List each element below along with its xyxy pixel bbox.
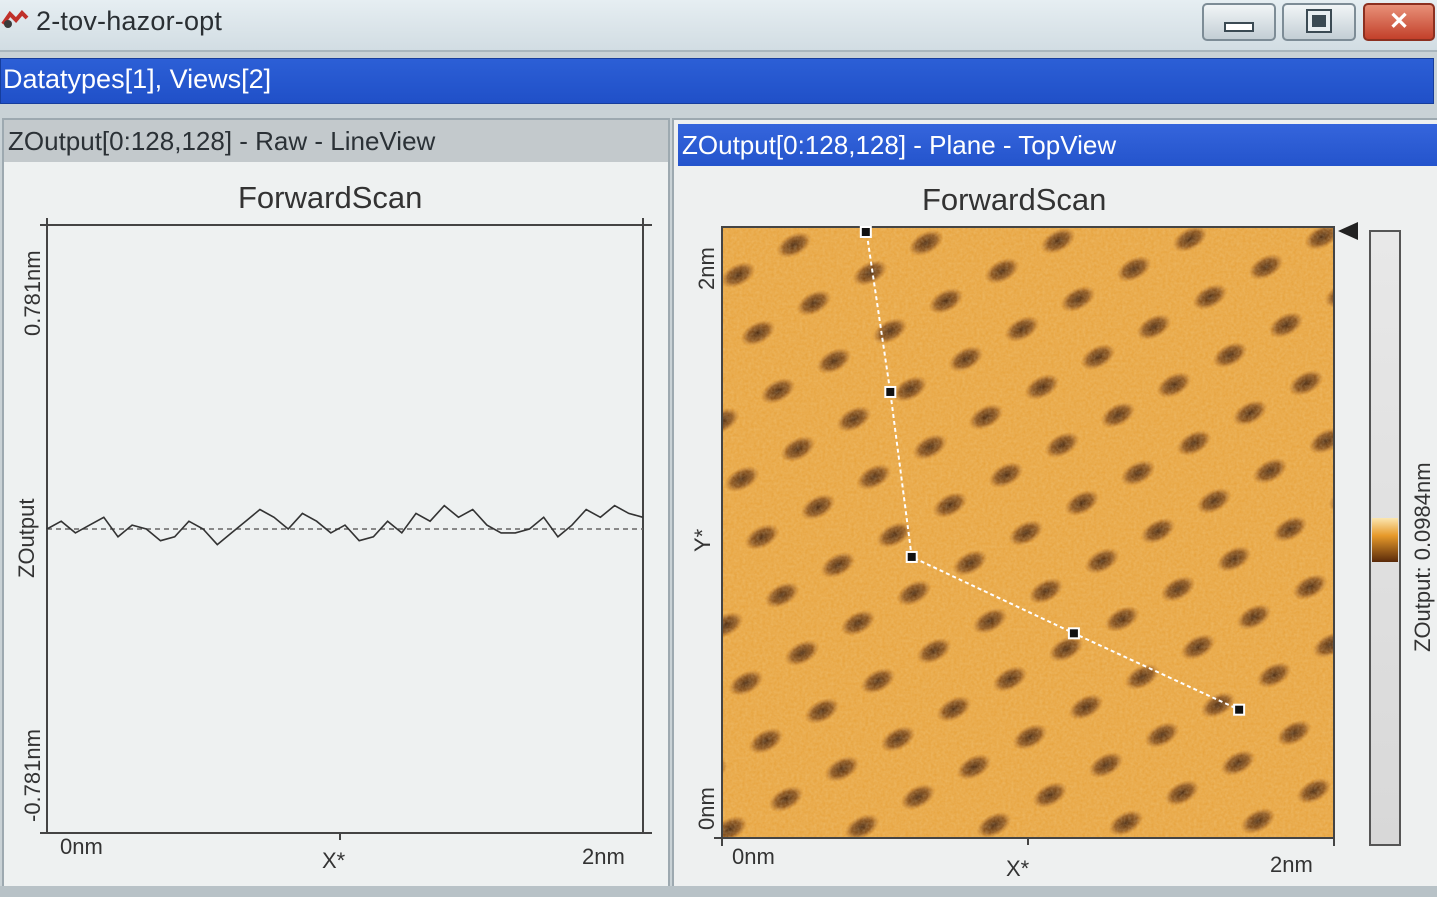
atom-spot xyxy=(784,838,828,875)
top-view-header[interactable]: ZOutput[0:128,128] - Plane - TopView xyxy=(678,124,1437,166)
window-title: 2-tov-hazor-opt xyxy=(36,6,223,36)
profile-node-handle[interactable] xyxy=(859,226,872,238)
window-title-bar[interactable]: 2-tov-hazor-opt ✕ xyxy=(0,0,1437,52)
line-view-x-axis-label: X* xyxy=(322,848,346,873)
maximize-button[interactable] xyxy=(1282,3,1356,41)
top-view-x-axis-label: X* xyxy=(1006,856,1030,881)
colorbar-pointer-icon[interactable] xyxy=(1338,222,1358,240)
profile-node-handle[interactable] xyxy=(884,385,897,398)
atom-spot xyxy=(1224,190,1268,227)
mdi-child-header[interactable]: Datatypes[1], Views[2] xyxy=(0,58,1434,104)
atom-spot xyxy=(680,344,724,381)
line-view-panel[interactable]: ZOutput[0:128,128] - Raw - LineView xyxy=(2,118,670,888)
line-view-title: ForwardScan xyxy=(238,180,423,215)
close-icon: ✕ xyxy=(1388,8,1410,35)
profile-path-nodes[interactable] xyxy=(859,226,1246,716)
top-view-image-content xyxy=(680,190,1334,875)
atom-spot xyxy=(1092,192,1136,229)
colorbar-range xyxy=(1372,518,1398,562)
line-view-series xyxy=(46,504,644,546)
top-view-x-max-label: 2nm xyxy=(1270,852,1313,877)
top-view-title: ForwardScan xyxy=(922,182,1107,217)
top-view-x-min-label: 0nm xyxy=(732,844,775,869)
profile-node-handle[interactable] xyxy=(1067,627,1080,640)
atom-spot xyxy=(1048,834,1092,871)
profile-node-handle[interactable] xyxy=(905,550,918,563)
line-view-x-max-label: 2nm xyxy=(582,844,625,869)
bottom-border xyxy=(0,886,1437,897)
profile-node-handle[interactable] xyxy=(1233,703,1246,716)
top-view-image-noise xyxy=(722,227,1334,838)
mdi-child-title: Datatypes[1], Views[2] xyxy=(3,64,272,94)
atom-spot xyxy=(916,836,960,873)
close-button[interactable]: ✕ xyxy=(1363,3,1435,41)
line-view-x-min-label: 0nm xyxy=(60,834,103,859)
app-icon xyxy=(1,10,29,28)
minimize-button[interactable] xyxy=(1202,3,1276,41)
line-view-header[interactable]: ZOutput[0:128,128] - Raw - LineView xyxy=(4,120,668,162)
